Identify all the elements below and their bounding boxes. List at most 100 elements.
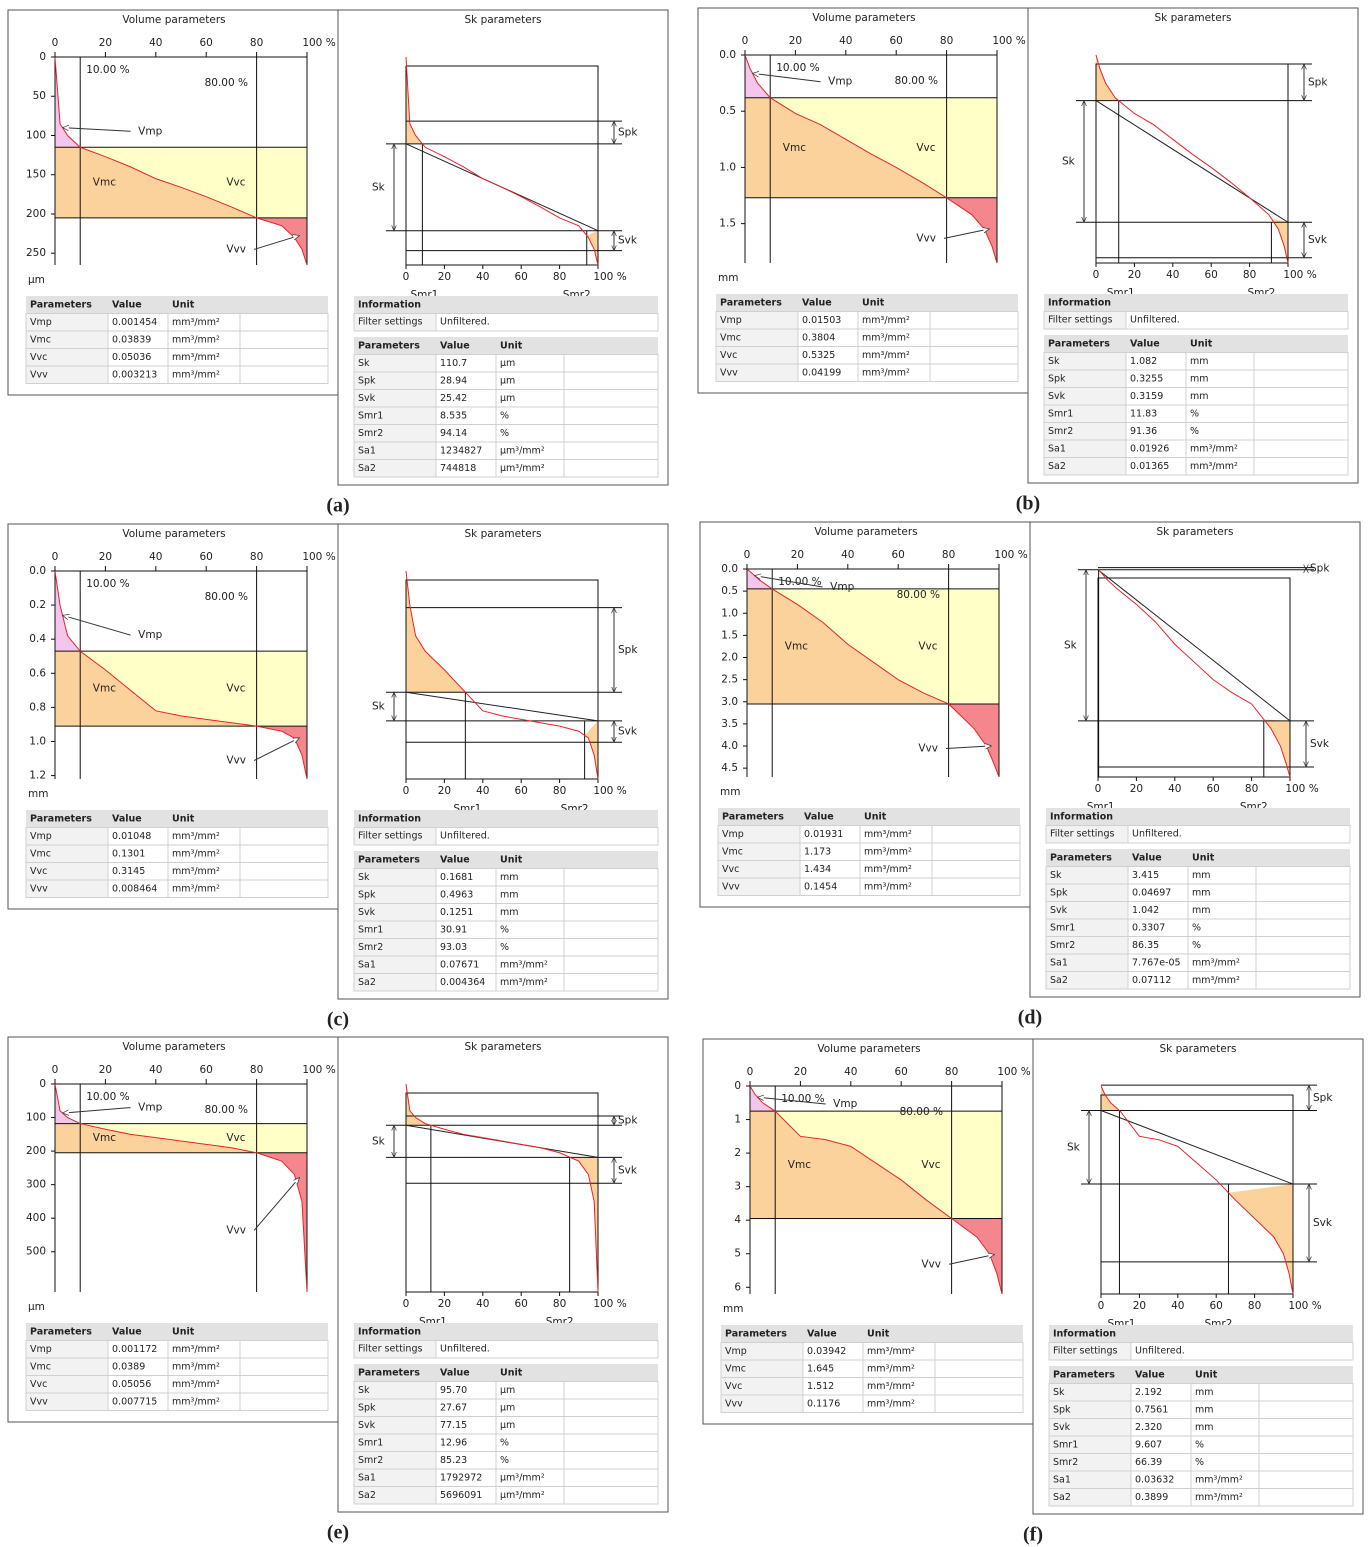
table-cell: 0.07671: [440, 959, 479, 970]
table-cell: 0.05056: [112, 1379, 151, 1390]
y-unit: mm: [28, 788, 48, 800]
table-cell: Smr2: [1053, 1457, 1078, 1468]
annotation: Vvc: [921, 1159, 940, 1171]
table-header-cell: Parameters: [30, 299, 92, 310]
equivalent-line: [1100, 1110, 1294, 1185]
x-tick-label: 20: [789, 35, 802, 47]
table-cell: mm: [500, 889, 519, 900]
table-cell: %: [1192, 922, 1201, 933]
x-tick-label: 60: [892, 549, 905, 561]
annotation-arrow: [948, 1254, 994, 1265]
table-cell: %: [500, 1455, 509, 1466]
y-tick-label: 0.5: [719, 105, 736, 117]
dim-label: Sk: [372, 1135, 386, 1147]
table-header-bg: [26, 296, 328, 314]
annotation: 10.00 %: [781, 1093, 824, 1105]
table-cell: 0.03942: [807, 1346, 846, 1357]
table-cell: Vvc: [722, 864, 739, 875]
x-tick-label: 60: [895, 1066, 908, 1078]
table-cell: mm³/mm²: [862, 315, 910, 326]
table-cell: 25.42: [440, 393, 467, 404]
table-cell: mm³/mm²: [172, 317, 220, 328]
table-cell: Vmp: [720, 315, 742, 326]
x-tick-label: 0: [1093, 269, 1100, 281]
table-cell: Spk: [1048, 373, 1066, 384]
y-tick-label: 1.0: [719, 161, 736, 173]
info-header: Information: [358, 1327, 421, 1338]
info-cell: Filter settings: [1050, 829, 1114, 840]
panel-title: Sk parameters: [1160, 1043, 1237, 1055]
peak-area: [1101, 1086, 1120, 1111]
annotation: 80.00 %: [205, 1104, 248, 1116]
y-tick-label: 4.5: [721, 762, 738, 774]
table-cell: 0.3804: [802, 332, 835, 343]
y-tick-label: 1.0: [29, 735, 46, 747]
annotation-arrow: [63, 615, 131, 636]
table-header-cell: Unit: [172, 1326, 195, 1337]
table-cell: 0.004364: [440, 977, 485, 988]
table-cell: 1234827: [440, 445, 482, 456]
table-cell: mm³/mm²: [1192, 957, 1240, 968]
table-cell: Sa2: [358, 463, 376, 474]
info-row-head: [353, 827, 437, 846]
annotation: 80.00 %: [897, 589, 940, 601]
table-cell: %: [1190, 408, 1199, 419]
vmp-area: [55, 57, 81, 148]
x-tick-label: 40: [476, 271, 489, 283]
annotation: 80.00 %: [205, 77, 248, 89]
table-header-cell: Value: [112, 1326, 142, 1337]
info-row-head: [1043, 311, 1127, 330]
x-tick-label: 0: [52, 551, 59, 563]
table-cell: Vmp: [30, 1344, 52, 1355]
table-cell: %: [500, 924, 509, 935]
info-cell: Filter settings: [1053, 1346, 1117, 1357]
table-cell: mm: [1195, 1422, 1214, 1433]
abbott-curve: [749, 1085, 1003, 1295]
dim-label: Sk: [372, 181, 386, 193]
y-tick-label: 100: [26, 1112, 46, 1124]
table-cell: mm³/mm²: [1190, 461, 1238, 472]
annotation: Vvc: [226, 1132, 245, 1144]
table-cell: 12.96: [440, 1437, 467, 1448]
table-header-cell: Value: [440, 340, 470, 351]
table-cell: Sa2: [1053, 1492, 1071, 1503]
info-row-head: [1048, 1342, 1132, 1361]
x-tick-label: 100 %: [302, 1064, 335, 1076]
table-cell: Sk: [358, 1385, 370, 1396]
table-cell: 0.1251: [440, 907, 473, 918]
table-cell: 0.05036: [112, 352, 151, 363]
table-cell: mm³/mm²: [500, 959, 548, 970]
table-cell: Svk: [358, 393, 376, 404]
y-tick-label: 4: [734, 1214, 741, 1226]
x-tick-label: 60: [515, 785, 528, 797]
table-cell: 2.320: [1135, 1422, 1162, 1433]
table-header-cell: Unit: [500, 1367, 523, 1378]
x-tick-label: 40: [476, 1298, 489, 1310]
dim-label: Spk: [1310, 563, 1330, 575]
x-tick-label: 40: [476, 785, 489, 797]
table-header-cell: Unit: [500, 854, 523, 865]
panel-title: Sk parameters: [465, 1041, 542, 1053]
vmp-area: [750, 1086, 776, 1112]
vmc-area: [750, 1111, 952, 1219]
table-cell: 0.03839: [112, 334, 151, 345]
table-cell: Sa1: [1053, 1474, 1071, 1485]
panel: Volume parameters 0 20 40 60 80 100 % 0.0 0.2 0.4…: [7, 523, 669, 1031]
table-cell: Vmc: [725, 1363, 746, 1374]
annotation-arrow: [753, 73, 821, 83]
annotation-arrow: [253, 737, 299, 762]
table-header-cell: Unit: [1190, 338, 1213, 349]
table-cell: Svk: [1053, 1422, 1071, 1433]
y-tick-label: 0.0: [29, 565, 46, 577]
table-cell: mm³/mm²: [1192, 975, 1240, 986]
y-unit: mm: [720, 786, 740, 798]
annotation: 10.00 %: [86, 578, 129, 590]
table-cell: Vvc: [720, 350, 737, 361]
table-header-cell: Value: [802, 297, 832, 308]
info-header-bg: [354, 296, 658, 314]
x-tick-label: 60: [515, 1298, 528, 1310]
vvc-area: [772, 588, 999, 704]
table-cell: Sa1: [358, 1472, 376, 1483]
table-cell: Smr2: [358, 428, 383, 439]
